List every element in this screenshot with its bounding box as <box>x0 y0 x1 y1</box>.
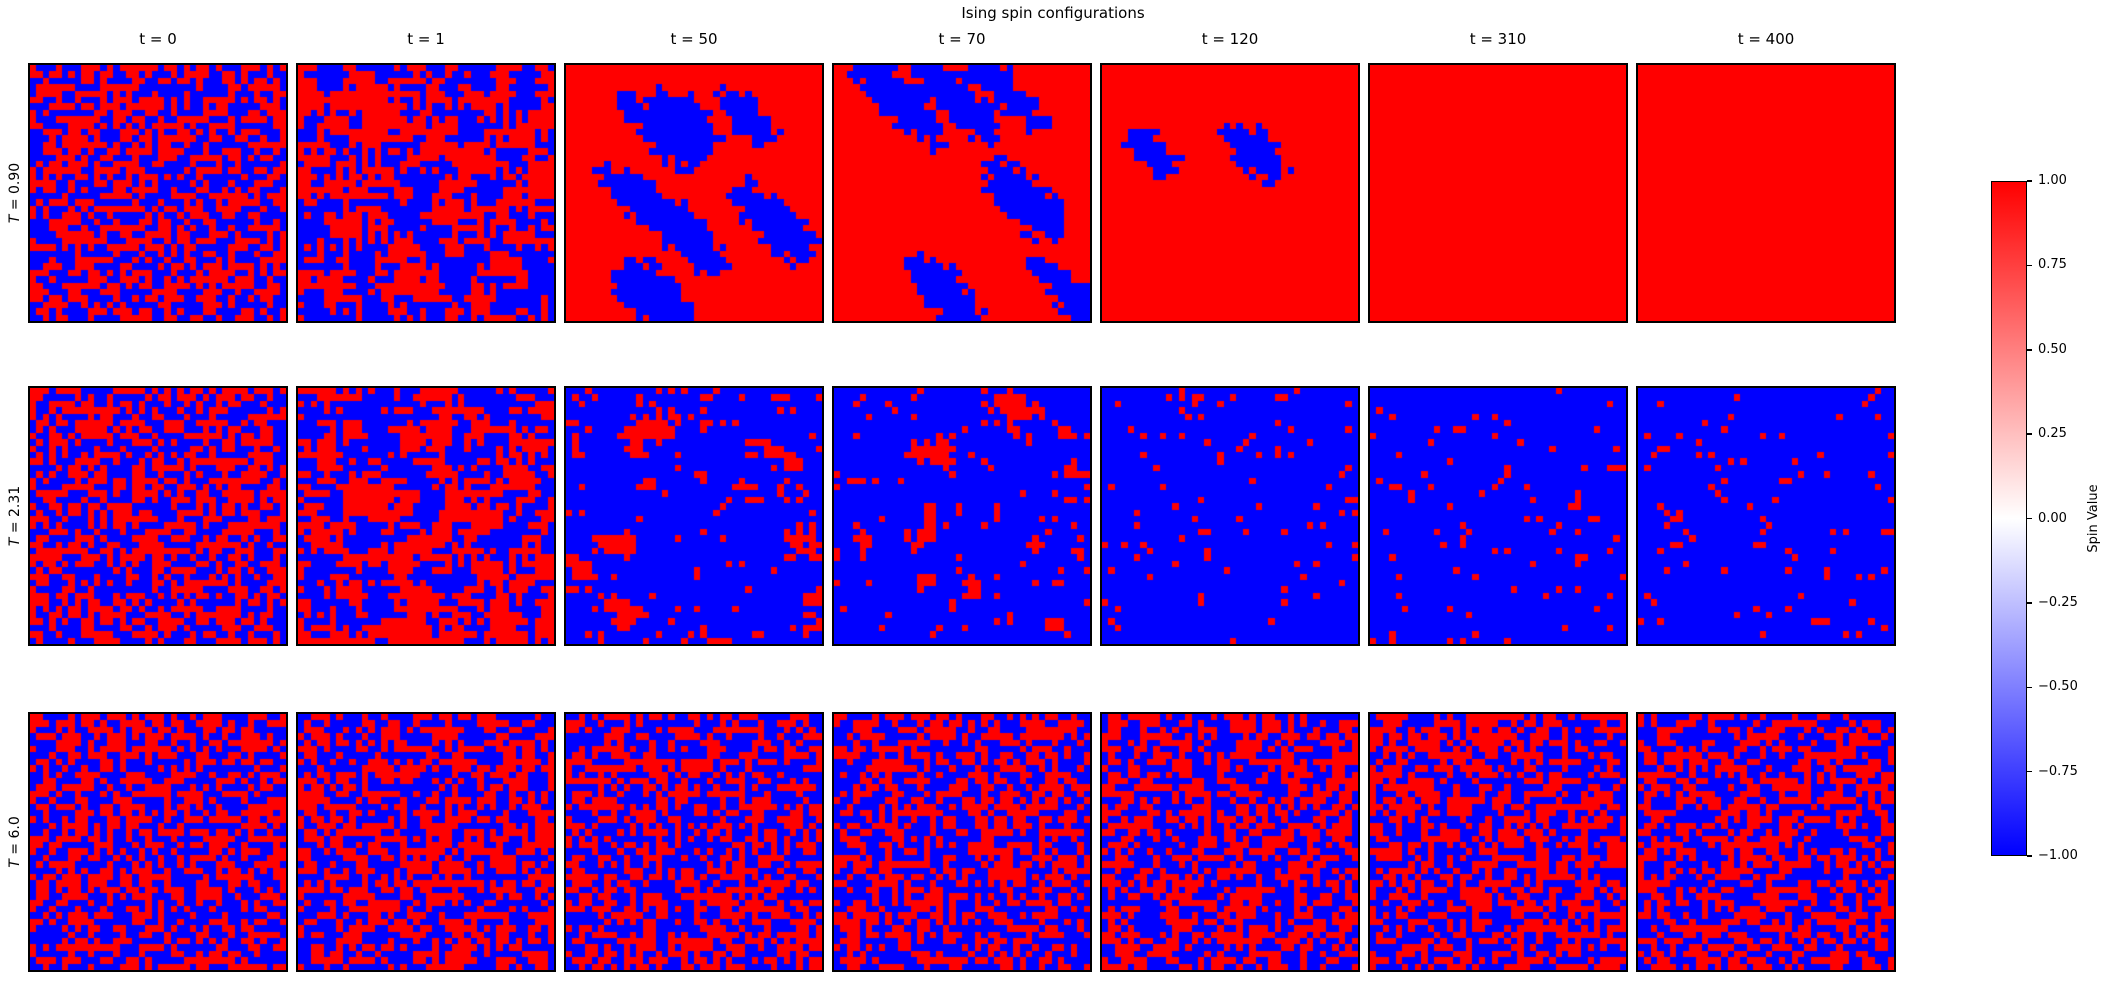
colorbar-tick <box>2027 855 2032 857</box>
spin-lattice-canvas <box>566 65 822 321</box>
spin-lattice-canvas <box>1370 714 1626 970</box>
heatmap-panel-r0-c5 <box>1368 63 1628 323</box>
heatmap-panel-r2-c3 <box>832 712 1092 972</box>
figure-title: Ising spin configurations <box>961 4 1145 22</box>
colorbar-tick <box>2027 349 2032 351</box>
heatmap-panel-r1-c5 <box>1368 386 1628 646</box>
spin-lattice-canvas <box>30 65 286 321</box>
heatmap-panel-r1-c4 <box>1100 386 1360 646</box>
spin-lattice-canvas <box>298 388 554 644</box>
colorbar-tick-label: 0.50 <box>2038 341 2067 357</box>
column-title-50: t = 50 <box>670 30 718 48</box>
temperature-value: = 2.31 <box>7 485 23 538</box>
column-title-310: t = 310 <box>1469 30 1527 48</box>
spin-lattice-canvas <box>30 714 286 970</box>
heatmap-panel-r1-c3 <box>832 386 1092 646</box>
spin-lattice-canvas <box>566 714 822 970</box>
column-title-1: t = 1 <box>407 30 445 48</box>
colorbar-tick-label: 0.75 <box>2038 257 2067 273</box>
colorbar-tick-label: −0.75 <box>2038 763 2078 779</box>
spin-lattice-canvas <box>1638 65 1894 321</box>
colorbar-tick <box>2027 686 2032 688</box>
heatmap-panel-r2-c0 <box>28 712 288 972</box>
heatmap-panel-r2-c5 <box>1368 712 1628 972</box>
colorbar-tick <box>2027 770 2032 773</box>
spin-lattice-canvas <box>1370 65 1626 321</box>
heatmap-panel-r0-c3 <box>832 63 1092 323</box>
row-label-0: T = 0.90 <box>6 63 24 323</box>
spin-lattice-canvas <box>1102 388 1358 644</box>
heatmap-panel-r1-c1 <box>296 386 556 646</box>
heatmap-panel-r0-c2 <box>564 63 824 323</box>
heatmap-panel-r1-c6 <box>1636 386 1896 646</box>
colorbar-tick-label: 1.00 <box>2038 173 2067 188</box>
colorbar-tick-label: 0.25 <box>2038 426 2067 442</box>
colorbar-tick <box>2027 264 2032 267</box>
spin-lattice-canvas <box>566 388 822 644</box>
colorbar-tick-label: −0.25 <box>2038 594 2078 610</box>
spin-lattice-canvas <box>1102 714 1358 970</box>
temperature-value: = 0.90 <box>7 162 23 215</box>
temperature-symbol: T <box>7 859 23 868</box>
row-label-1: T = 2.31 <box>6 386 24 646</box>
spin-lattice-canvas <box>834 65 1090 321</box>
heatmap-panel-r0-c1 <box>296 63 556 323</box>
heatmap-panel-r1-c0 <box>28 386 288 646</box>
row-label-2: T = 6.0 <box>6 712 24 972</box>
heatmap-panel-r0-c4 <box>1100 63 1360 323</box>
temperature-symbol: T <box>7 214 23 224</box>
spin-lattice-canvas <box>1638 388 1894 644</box>
colorbar-tick-label: 0.00 <box>2038 510 2067 526</box>
colorbar-tick <box>2027 517 2032 520</box>
spin-lattice-canvas <box>1370 388 1626 644</box>
colorbar-tick-label: −0.50 <box>2038 679 2078 695</box>
colorbar-tick <box>2027 433 2032 435</box>
temperature-symbol: T <box>7 537 23 547</box>
spin-lattice-canvas <box>1638 714 1894 970</box>
spin-lattice-canvas <box>834 388 1090 644</box>
heatmap-panel-r0-c6 <box>1636 63 1896 323</box>
spin-lattice-canvas <box>298 714 554 970</box>
colorbar-gradient <box>1991 181 2027 856</box>
spin-lattice-canvas <box>834 714 1090 970</box>
spin-lattice-canvas <box>298 65 554 321</box>
column-title-400: t = 400 <box>1737 30 1795 48</box>
heatmap-panel-r1-c2 <box>564 386 824 646</box>
heatmap-panel-r2-c6 <box>1636 712 1896 972</box>
heatmap-panel-r0-c0 <box>28 63 288 323</box>
heatmap-panel-r2-c1 <box>296 712 556 972</box>
colorbar-tick <box>2027 602 2032 604</box>
column-title-70: t = 70 <box>938 30 986 48</box>
column-title-120: t = 120 <box>1201 30 1259 48</box>
heatmap-panel-r2-c4 <box>1100 712 1360 972</box>
spin-lattice-canvas <box>30 388 286 644</box>
heatmap-panel-r2-c2 <box>564 712 824 972</box>
column-title-0: t = 0 <box>139 30 177 48</box>
colorbar-tick-label: −1.00 <box>2038 848 2078 863</box>
colorbar-axis-label: Spin Value <box>2086 484 2101 553</box>
spin-lattice-canvas <box>1102 65 1358 321</box>
colorbar-tick <box>2027 180 2032 182</box>
temperature-value: = 6.0 <box>7 816 23 860</box>
